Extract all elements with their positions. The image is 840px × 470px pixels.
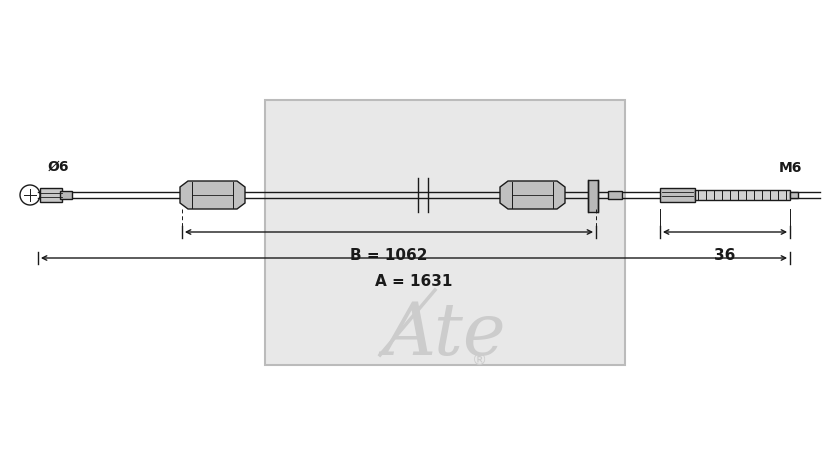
Text: B = 1062: B = 1062 [350,248,428,263]
Text: M6: M6 [779,161,801,175]
Bar [60,191,72,199]
Bar [790,192,798,198]
Polygon shape [500,181,565,209]
Bar [695,190,790,200]
Text: ®: ® [472,352,488,368]
Text: 36: 36 [714,248,736,263]
Polygon shape [180,181,245,209]
Text: Ate: Ate [384,300,507,370]
Bar [265,100,625,365]
Bar [608,191,622,199]
Bar [40,188,62,202]
Bar [660,188,695,202]
Text: A = 1631: A = 1631 [375,274,453,289]
Text: Ø6: Ø6 [47,160,69,174]
Polygon shape [588,180,598,212]
